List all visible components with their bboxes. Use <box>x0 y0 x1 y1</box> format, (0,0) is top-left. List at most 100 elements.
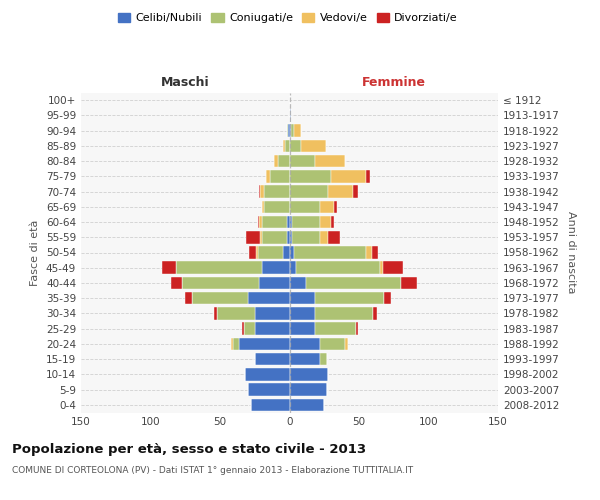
Bar <box>256 246 257 258</box>
Bar <box>192 292 248 304</box>
Bar <box>331 170 366 182</box>
Bar <box>259 216 262 228</box>
Bar <box>257 246 283 258</box>
Legend: Celibi/Nubili, Coniugati/e, Vedovi/e, Divorziati/e: Celibi/Nubili, Coniugati/e, Vedovi/e, Di… <box>113 8 463 28</box>
Bar <box>314 155 345 168</box>
Bar <box>245 368 290 380</box>
Bar <box>314 292 384 304</box>
Bar <box>290 216 292 228</box>
Bar <box>265 186 290 198</box>
Bar <box>286 140 290 152</box>
Bar <box>248 384 290 396</box>
Bar <box>290 124 291 137</box>
Bar <box>371 246 379 258</box>
Bar <box>334 200 337 213</box>
Bar <box>290 109 291 122</box>
Bar <box>314 322 356 335</box>
Bar <box>296 262 380 274</box>
Bar <box>270 170 290 182</box>
Bar <box>320 200 334 213</box>
Bar <box>161 262 176 274</box>
Bar <box>292 231 320 243</box>
Bar <box>290 307 314 320</box>
Y-axis label: Anni di nascita: Anni di nascita <box>566 211 576 294</box>
Bar <box>290 155 314 168</box>
Bar <box>290 186 328 198</box>
Bar <box>291 124 293 137</box>
Bar <box>259 186 260 198</box>
Bar <box>320 216 331 228</box>
Bar <box>233 338 239 350</box>
Bar <box>287 216 290 228</box>
Bar <box>293 124 301 137</box>
Bar <box>249 246 256 258</box>
Bar <box>290 384 327 396</box>
Bar <box>345 338 348 350</box>
Bar <box>244 322 255 335</box>
Bar <box>331 216 334 228</box>
Bar <box>366 246 371 258</box>
Bar <box>287 231 290 243</box>
Bar <box>353 186 358 198</box>
Text: Popolazione per età, sesso e stato civile - 2013: Popolazione per età, sesso e stato civil… <box>12 442 366 456</box>
Text: Maschi: Maschi <box>161 76 209 90</box>
Bar <box>328 186 353 198</box>
Bar <box>292 216 320 228</box>
Text: Femmine: Femmine <box>362 76 426 90</box>
Text: COMUNE DI CORTEOLONA (PV) - Dati ISTAT 1° gennaio 2013 - Elaborazione TUTTITALIA: COMUNE DI CORTEOLONA (PV) - Dati ISTAT 1… <box>12 466 413 475</box>
Bar <box>242 322 244 335</box>
Bar <box>301 140 326 152</box>
Bar <box>231 338 233 350</box>
Bar <box>293 246 366 258</box>
Bar <box>290 368 328 380</box>
Bar <box>262 262 290 274</box>
Bar <box>401 276 418 289</box>
Bar <box>328 231 340 243</box>
Bar <box>274 155 278 168</box>
Bar <box>290 398 324 411</box>
Bar <box>214 307 217 320</box>
Bar <box>255 322 290 335</box>
Bar <box>260 186 265 198</box>
Bar <box>260 231 262 243</box>
Bar <box>176 262 262 274</box>
Bar <box>251 398 290 411</box>
Bar <box>290 292 314 304</box>
Bar <box>320 231 328 243</box>
Bar <box>306 276 401 289</box>
Bar <box>290 276 306 289</box>
Bar <box>255 353 290 366</box>
Bar <box>266 170 270 182</box>
Bar <box>290 353 320 366</box>
Bar <box>383 262 403 274</box>
Bar <box>356 322 358 335</box>
Bar <box>314 307 373 320</box>
Bar <box>283 140 286 152</box>
Bar <box>248 292 290 304</box>
Bar <box>262 200 265 213</box>
Bar <box>182 276 259 289</box>
Bar <box>366 170 370 182</box>
Bar <box>373 307 377 320</box>
Bar <box>265 200 290 213</box>
Bar <box>255 307 290 320</box>
Bar <box>239 338 290 350</box>
Bar <box>290 200 320 213</box>
Bar <box>172 276 182 289</box>
Bar <box>290 246 293 258</box>
Y-axis label: Fasce di età: Fasce di età <box>31 220 40 286</box>
Bar <box>287 124 288 137</box>
Bar <box>185 292 192 304</box>
Bar <box>290 170 331 182</box>
Bar <box>384 292 391 304</box>
Bar <box>262 216 287 228</box>
Bar <box>290 231 292 243</box>
Bar <box>320 338 345 350</box>
Bar <box>290 322 314 335</box>
Bar <box>217 307 255 320</box>
Bar <box>320 353 327 366</box>
Bar <box>290 140 301 152</box>
Bar <box>262 231 287 243</box>
Bar <box>283 246 290 258</box>
Bar <box>278 155 290 168</box>
